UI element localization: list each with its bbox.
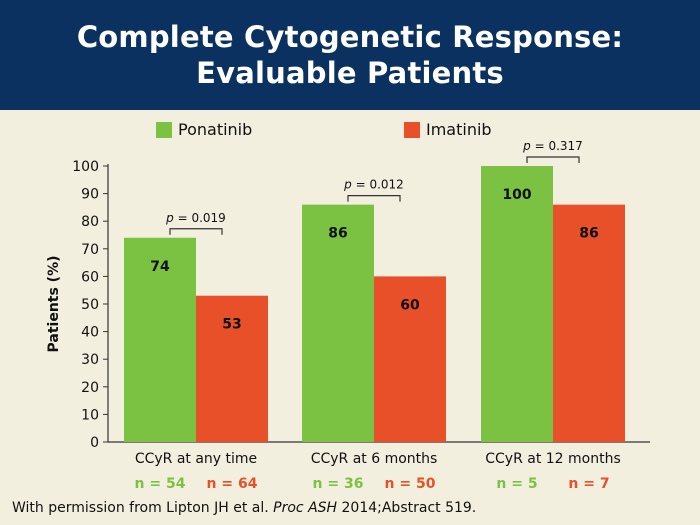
- bar-imatinib: [196, 295, 268, 442]
- category-label: CCyR at 12 months: [485, 451, 621, 467]
- legend-swatch-imatinib: [404, 121, 420, 138]
- legend-swatch-ponatinib: [156, 121, 172, 138]
- bar-value-label: 86: [328, 226, 347, 242]
- legend-label-ponatinib: Ponatinib: [178, 120, 253, 139]
- bar-value-label: 53: [222, 317, 241, 333]
- bar-ponatinib: [302, 204, 374, 442]
- bar-value-label: 74: [150, 259, 170, 275]
- legend-label-imatinib: Imatinib: [426, 120, 492, 139]
- y-axis-label: Patients (%): [46, 255, 62, 352]
- y-tick-label: 60: [81, 269, 99, 285]
- citation-prefix: With permission from Lipton JH et al.: [12, 500, 274, 516]
- y-tick-label: 10: [81, 407, 99, 423]
- bar-value-label: 100: [502, 187, 531, 203]
- n-label-imatinib: n = 7: [568, 476, 609, 492]
- p-value-label: p = 0.012: [343, 178, 404, 192]
- n-label-ponatinib: n = 36: [313, 476, 364, 492]
- y-tick-label: 0: [90, 435, 99, 451]
- category-label: CCyR at 6 months: [311, 451, 438, 467]
- n-label-imatinib: n = 50: [385, 476, 436, 492]
- slide-title-line1: Complete Cytogenetic Response:: [76, 20, 624, 54]
- n-label-imatinib: n = 64: [207, 476, 258, 492]
- y-tick-label: 20: [81, 380, 99, 396]
- title-banner: Complete Cytogenetic Response: Evaluable…: [0, 0, 700, 110]
- legend-item-ponatinib: Ponatinib: [156, 120, 252, 139]
- legend-item-imatinib: Imatinib: [404, 120, 492, 139]
- p-value-label: p = 0.317: [522, 139, 583, 153]
- y-tick-label: 70: [81, 242, 99, 258]
- y-tick-label: 30: [81, 352, 99, 368]
- citation-journal: Proc ASH: [273, 500, 338, 516]
- y-tick-label: 40: [81, 325, 99, 341]
- bar-ponatinib: [124, 237, 196, 442]
- y-tick-label: 90: [81, 187, 99, 203]
- bar-ponatinib: [481, 166, 553, 442]
- y-tick-label: 80: [81, 214, 99, 230]
- bar-imatinib: [553, 204, 625, 442]
- category-label: CCyR at any time: [135, 451, 257, 467]
- n-label-ponatinib: n = 5: [496, 476, 537, 492]
- bar-value-label: 60: [400, 297, 420, 313]
- source-citation: With permission from Lipton JH et al. Pr…: [12, 500, 476, 516]
- p-value-label: p = 0.019: [165, 211, 226, 225]
- bar-value-label: 86: [579, 226, 598, 242]
- y-tick-label: 50: [81, 297, 99, 313]
- citation-suffix: 2014;Abstract 519.: [337, 500, 477, 516]
- p-value-bracket: [169, 228, 223, 235]
- p-value-bracket: [526, 156, 580, 163]
- y-tick-label: 100: [72, 159, 99, 175]
- p-value-bracket: [347, 195, 401, 202]
- slide-title-line2: Evaluable Patients: [196, 56, 504, 90]
- bar-imatinib: [374, 276, 446, 442]
- bar-chart: 0 10 20 30 40 50 60 70 80 90 100 Patients (%) 74 n = …: [46, 139, 650, 492]
- n-label-ponatinib: n = 54: [135, 476, 186, 492]
